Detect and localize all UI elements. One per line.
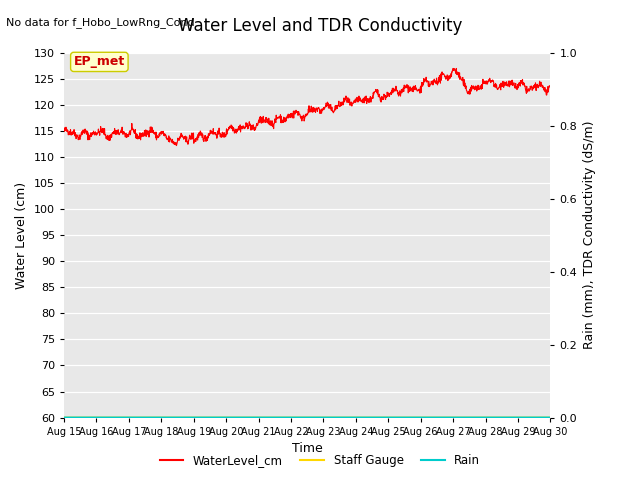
X-axis label: Time: Time [292,442,323,455]
Text: No data for f_Hobo_LowRng_Cond: No data for f_Hobo_LowRng_Cond [6,17,195,28]
Y-axis label: Rain (mm), TDR Conductivity (dS/m): Rain (mm), TDR Conductivity (dS/m) [583,121,596,349]
Text: Water Level and TDR Conductivity: Water Level and TDR Conductivity [178,17,462,35]
Text: EP_met: EP_met [74,55,125,69]
Legend: WaterLevel_cm, Staff Gauge, Rain: WaterLevel_cm, Staff Gauge, Rain [155,449,485,472]
Y-axis label: Water Level (cm): Water Level (cm) [15,181,28,289]
